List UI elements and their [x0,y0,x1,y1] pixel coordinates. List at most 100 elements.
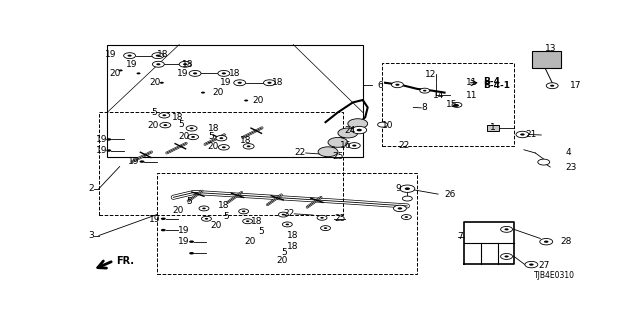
Text: 19: 19 [177,69,188,78]
Circle shape [127,55,132,57]
Text: 5: 5 [208,132,214,141]
Circle shape [352,145,356,147]
Circle shape [550,85,554,87]
Text: 20: 20 [179,132,190,141]
Text: 1: 1 [490,123,495,132]
Circle shape [520,133,525,136]
Text: 19: 19 [105,50,116,59]
Circle shape [136,72,141,74]
Circle shape [452,102,462,108]
Text: 3: 3 [88,231,94,240]
Circle shape [156,63,161,65]
Text: 2: 2 [88,184,94,193]
Text: 18: 18 [240,136,252,145]
Circle shape [282,222,292,227]
Text: 9: 9 [396,184,401,193]
Circle shape [191,136,195,138]
Text: 20: 20 [252,96,264,105]
Circle shape [218,70,230,76]
Circle shape [237,82,242,84]
Bar [108,44,363,157]
Circle shape [199,206,209,211]
Text: 22: 22 [399,141,410,150]
Text: 4: 4 [565,148,571,157]
Circle shape [189,127,193,129]
Text: 20: 20 [147,121,158,130]
Circle shape [504,255,509,258]
Circle shape [243,144,254,149]
Circle shape [538,159,550,165]
Text: 10: 10 [381,121,393,130]
Text: 18: 18 [182,60,193,69]
Circle shape [282,214,285,215]
Circle shape [243,219,253,224]
Circle shape [352,126,367,134]
Text: 19: 19 [128,157,140,166]
Text: 18: 18 [273,78,284,87]
Bar [486,125,499,131]
Circle shape [328,138,348,147]
Circle shape [161,229,166,231]
Circle shape [348,143,360,148]
Circle shape [216,135,227,141]
Text: 11: 11 [466,91,477,100]
Circle shape [504,228,509,230]
Text: 20: 20 [244,237,256,246]
Circle shape [500,253,513,260]
Text: 19: 19 [178,237,189,246]
Text: 18: 18 [287,231,299,240]
Circle shape [202,216,211,221]
Circle shape [118,69,123,71]
Bar [532,51,561,68]
Text: 20: 20 [149,78,161,87]
Text: 5: 5 [259,227,264,236]
Circle shape [544,241,548,243]
Text: 26: 26 [445,190,456,199]
Text: 16: 16 [340,141,351,150]
Text: 12: 12 [425,70,436,79]
Text: 19: 19 [96,146,108,155]
Circle shape [242,211,245,212]
Circle shape [205,218,208,220]
Text: 22: 22 [294,148,306,157]
Circle shape [317,215,327,220]
Circle shape [160,123,171,128]
Circle shape [152,61,164,67]
Circle shape [163,124,167,126]
Circle shape [163,114,166,116]
Text: B-4: B-4 [483,77,500,86]
Circle shape [268,82,271,84]
Circle shape [140,160,145,163]
Circle shape [396,84,399,86]
Text: 22: 22 [283,209,294,218]
Circle shape [189,252,194,254]
Circle shape [244,100,248,101]
Circle shape [348,119,368,129]
Text: 5: 5 [151,108,157,117]
Circle shape [179,61,191,67]
Circle shape [188,134,198,140]
Circle shape [106,138,111,141]
Circle shape [397,207,402,210]
Circle shape [189,70,201,76]
Text: FR.: FR. [116,256,134,266]
Text: 19: 19 [149,215,161,224]
Circle shape [220,137,223,139]
Circle shape [529,263,534,266]
Text: 18: 18 [251,217,262,226]
Text: B-4-1: B-4-1 [483,81,509,90]
Circle shape [186,126,197,131]
Text: 18: 18 [208,124,220,133]
Circle shape [124,53,136,59]
Text: 17: 17 [570,81,582,90]
Text: 24: 24 [344,125,355,135]
Circle shape [320,217,324,219]
Circle shape [159,113,170,118]
Text: 5: 5 [223,212,229,221]
Circle shape [156,55,160,57]
Text: 20: 20 [173,206,184,215]
Circle shape [423,90,426,92]
Circle shape [222,146,226,148]
Text: 14: 14 [433,91,445,100]
Circle shape [404,216,408,218]
